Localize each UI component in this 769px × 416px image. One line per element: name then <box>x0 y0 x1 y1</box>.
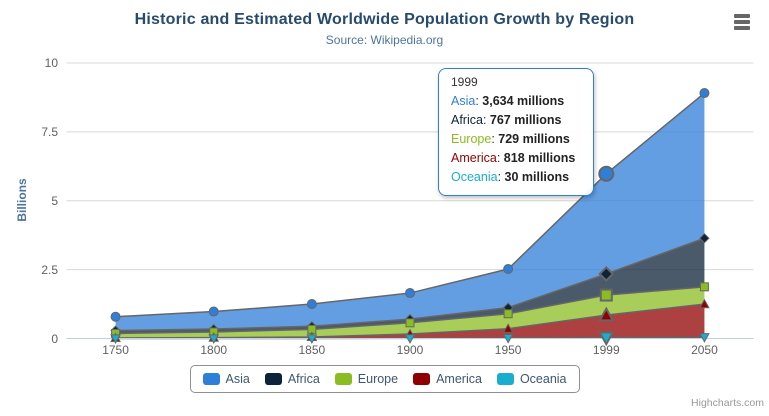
tooltip-row-america: America: 818 millions <box>451 151 576 165</box>
point-europe-1999[interactable] <box>599 288 613 302</box>
point-oceania-1950[interactable] <box>502 334 514 344</box>
point-europe-1950[interactable] <box>503 309 513 319</box>
export-menu-button[interactable] <box>731 12 753 32</box>
legend-item-africa[interactable]: Africa <box>264 372 320 386</box>
point-oceania-1900[interactable] <box>404 334 416 344</box>
highcharts-credits-link[interactable]: Highcharts.com <box>691 397 764 409</box>
tooltip-series-name: Europe <box>451 132 492 146</box>
point-asia-1999[interactable] <box>598 165 615 182</box>
legend-label: Asia <box>225 372 250 386</box>
tooltip-series-name: Oceania <box>451 170 498 184</box>
tooltip-series-value: 30 millions <box>504 170 570 184</box>
tooltip-rows: Asia: 3,634 millions Africa: 767 millions… <box>451 92 581 187</box>
point-africa-2050[interactable] <box>699 232 710 244</box>
tooltip-category: 1999 <box>451 75 478 89</box>
legend-swatch-oceania <box>496 373 514 385</box>
tooltip-series-value: 729 millions <box>498 132 570 146</box>
point-america-2050[interactable] <box>699 298 710 309</box>
area-america[interactable] <box>115 304 705 339</box>
chart-subtitle: Source: Wikipedia.org <box>325 33 444 47</box>
legend-label: America <box>436 372 482 386</box>
point-oceania-1999[interactable] <box>598 331 615 347</box>
x-axis-label-1800: 1800 <box>200 343 228 357</box>
legend-item-asia[interactable]: Asia <box>202 372 250 386</box>
point-asia-1900[interactable] <box>405 288 415 299</box>
y-axis-label: 2.5 <box>41 262 58 277</box>
point-asia-2050[interactable] <box>699 88 710 99</box>
legend-swatch-africa <box>264 373 282 385</box>
area-asia[interactable] <box>115 93 705 331</box>
x-axis-label-1900: 1900 <box>396 343 424 357</box>
legend-label: Europe <box>357 372 399 386</box>
legend-label: Africa <box>287 372 320 386</box>
tooltip-series-value: 767 millions <box>489 113 562 127</box>
x-axis-label-2050: 2050 <box>691 343 718 357</box>
x-axis-label-1950: 1950 <box>494 343 522 357</box>
point-oceania-1850[interactable] <box>306 334 318 344</box>
tooltip-row-asia: Asia: 3,634 millions <box>451 94 565 108</box>
tooltip-series-name: Africa <box>451 113 483 127</box>
x-axis-label-1850: 1850 <box>298 343 326 357</box>
point-oceania-1800[interactable] <box>208 334 220 344</box>
y-axis-label: 5 <box>51 193 58 208</box>
legend-item-europe[interactable]: Europe <box>334 372 399 386</box>
legend-swatch-europe <box>334 373 352 385</box>
y-axis-label: 10 <box>44 56 58 70</box>
burger-bar <box>734 20 750 24</box>
legend: Asia Africa Europe America Oceania <box>189 365 580 393</box>
legend-swatch-america <box>413 373 431 385</box>
x-axis-label-1999: 1999 <box>592 343 620 357</box>
legend-item-america[interactable]: America <box>413 372 482 386</box>
point-oceania-2050[interactable] <box>699 333 710 343</box>
y-axis-label: 0 <box>51 331 58 346</box>
burger-bar <box>734 26 750 30</box>
point-america-1950[interactable] <box>502 323 514 333</box>
point-america-1999[interactable] <box>598 306 615 322</box>
tooltip-series-name: America <box>451 151 497 165</box>
tooltip-series-value: 3,634 millions <box>482 94 565 108</box>
point-europe-1900[interactable] <box>405 318 415 328</box>
area-africa[interactable] <box>115 238 705 334</box>
legend-item-oceania[interactable]: Oceania <box>496 372 567 386</box>
point-europe-2050[interactable] <box>699 282 709 292</box>
legend-label: Oceania <box>519 372 567 386</box>
tooltip-row-africa: Africa: 767 millions <box>451 113 562 127</box>
point-asia-1750[interactable] <box>110 311 121 322</box>
tooltip-series-name: Asia <box>451 94 476 108</box>
x-axis-label-1750: 1750 <box>102 343 129 357</box>
burger-bar <box>734 14 750 18</box>
point-asia-1850[interactable] <box>306 299 317 310</box>
point-africa-1999[interactable] <box>598 266 615 282</box>
chart-title: Historic and Estimated Worldwide Populat… <box>134 11 635 28</box>
tooltip-row-europe: Europe: 729 millions <box>451 132 570 146</box>
point-oceania-1750[interactable] <box>110 334 121 344</box>
legend-swatch-asia <box>202 373 220 385</box>
tooltip: 1999 Asia: 3,634 millions Africa: 767 mil… <box>438 68 594 196</box>
tooltip-series-value: 818 millions <box>503 151 576 165</box>
y-axis-label: 7.5 <box>41 124 58 139</box>
point-asia-1800[interactable] <box>208 306 219 317</box>
point-asia-1950[interactable] <box>503 264 514 275</box>
tooltip-row-oceania: Oceania: 30 millions <box>451 170 570 184</box>
